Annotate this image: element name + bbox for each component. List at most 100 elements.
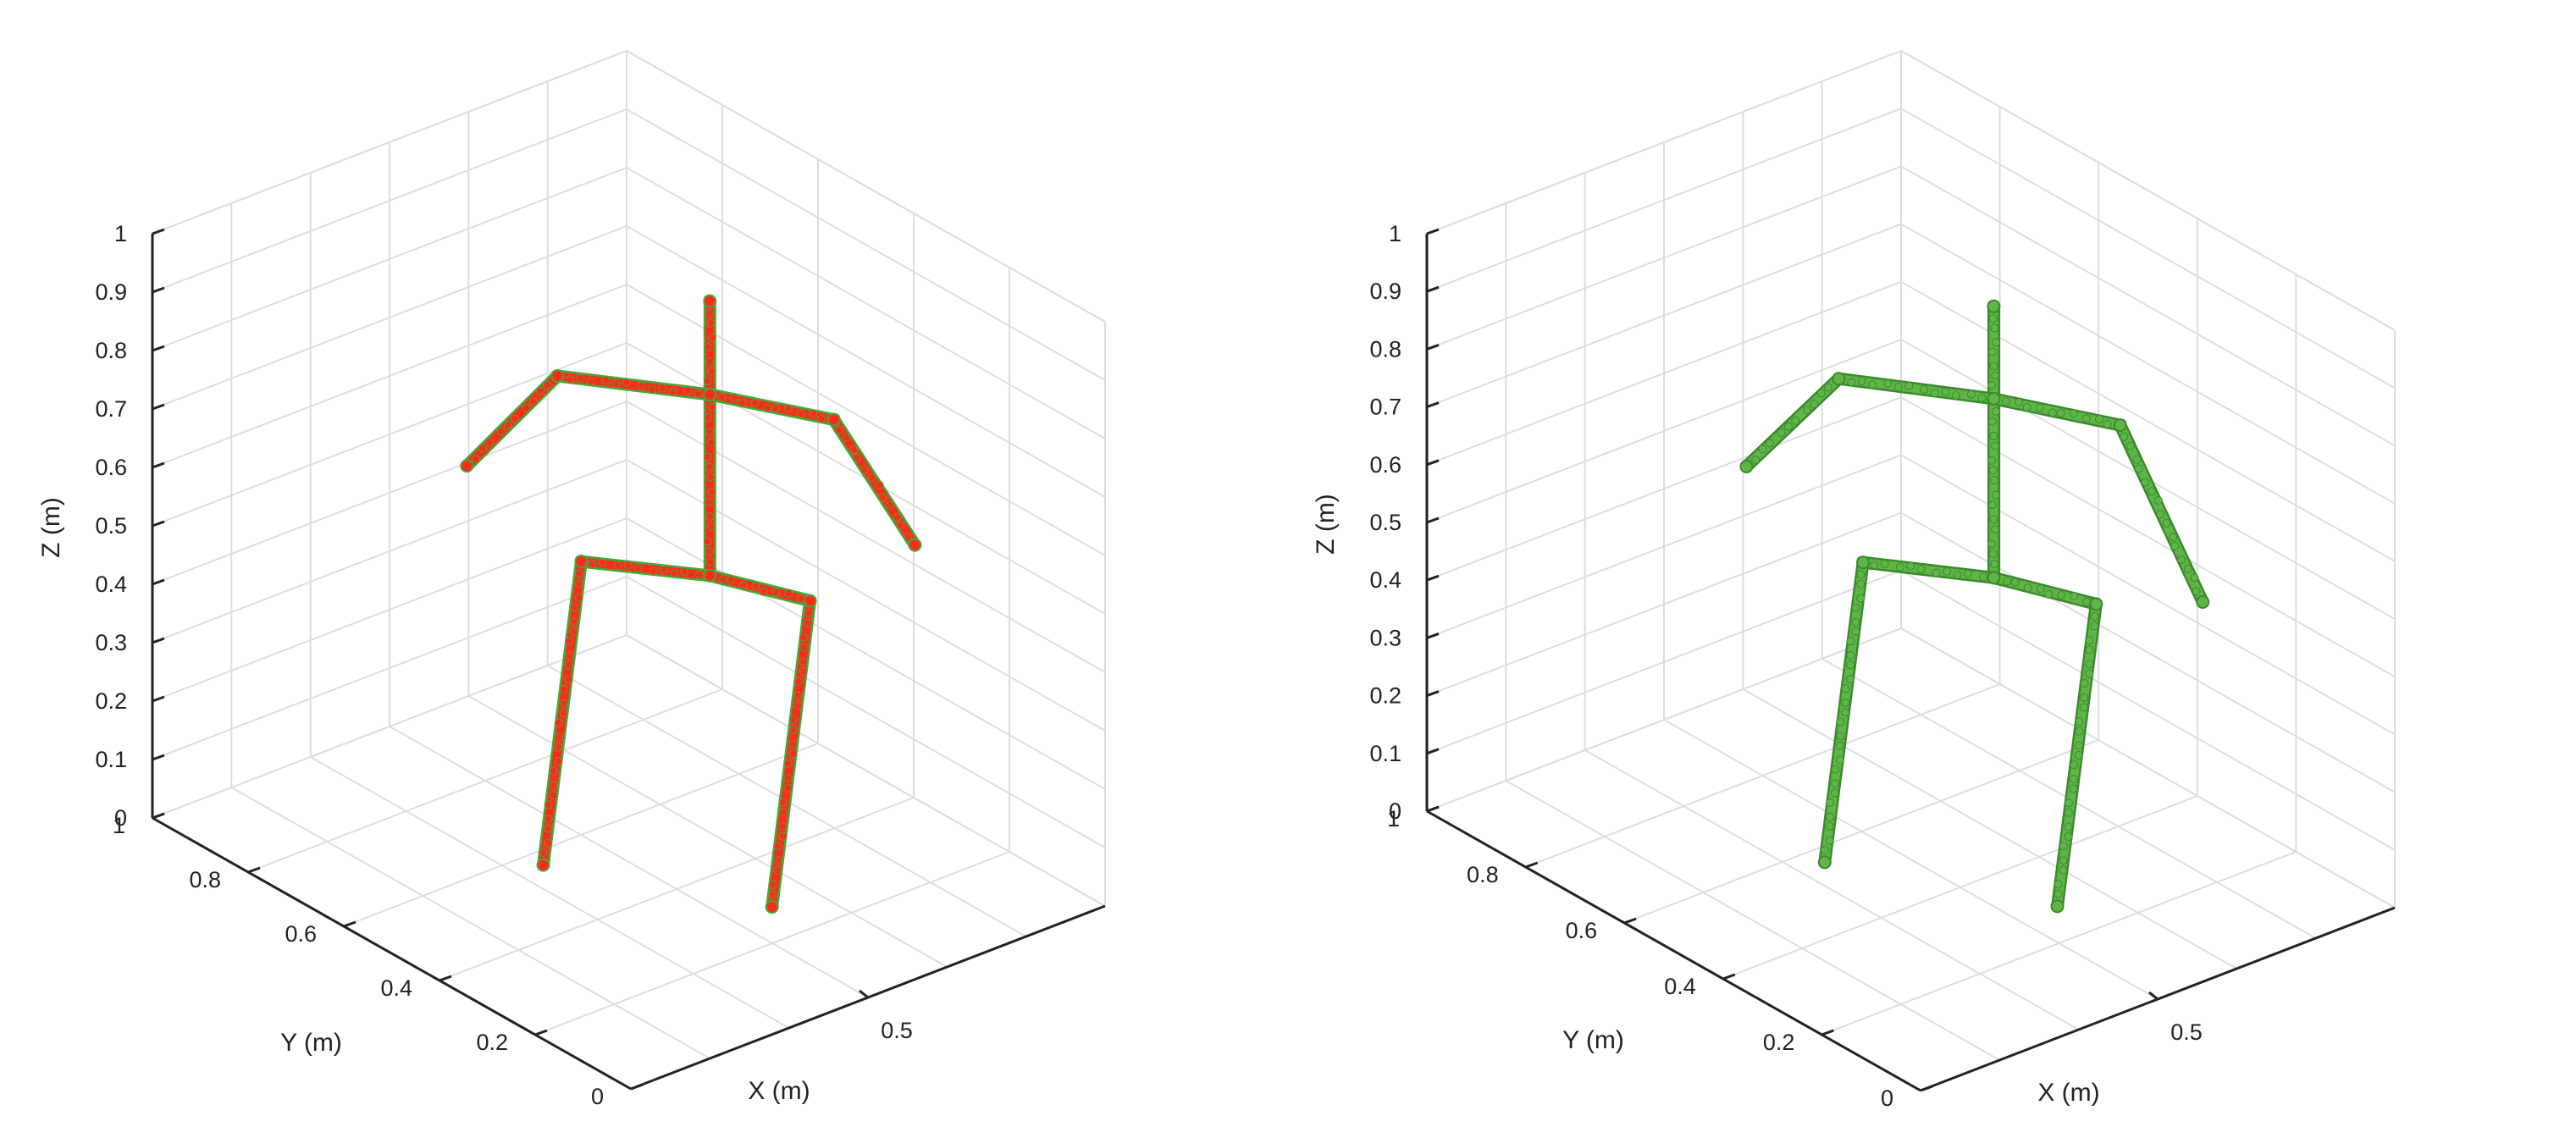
z-tick-label: 0.1 <box>1369 741 1401 766</box>
point-marker <box>544 800 553 809</box>
point-marker <box>852 453 861 462</box>
point-marker <box>1820 845 1829 854</box>
y-tick-label: 0.2 <box>476 1030 508 1055</box>
point-marker <box>705 462 714 472</box>
bone-neck-r_shoulder <box>1987 392 2127 432</box>
point-marker <box>637 381 646 390</box>
point-marker <box>2148 487 2157 496</box>
y-tick <box>630 1083 644 1091</box>
point-marker <box>2132 455 2142 464</box>
point-marker <box>511 414 520 423</box>
point-marker <box>2170 541 2180 550</box>
z-tick <box>152 520 165 528</box>
point-marker <box>1991 406 2000 416</box>
y-tick-label: 0.8 <box>1467 862 1499 887</box>
point-marker <box>1988 550 1998 559</box>
point-marker <box>1987 347 1997 356</box>
point-marker <box>649 566 658 576</box>
point-marker <box>478 444 487 453</box>
point-marker <box>522 403 531 412</box>
point-marker <box>804 618 813 627</box>
point-marker <box>2080 679 2089 688</box>
point-marker <box>705 512 715 522</box>
point-marker <box>1803 406 1812 415</box>
box-edge <box>1900 50 2396 331</box>
grid-line <box>626 225 1106 498</box>
axes: 00.10.20.30.40.50.60.70.80.9100.20.40.60… <box>37 221 1106 1109</box>
z-tick <box>152 578 165 586</box>
point-marker <box>564 675 573 684</box>
z-tick <box>1426 517 1440 524</box>
point-marker <box>705 428 715 437</box>
point-marker <box>860 465 869 474</box>
z-tick-label: 0 <box>114 805 127 831</box>
z-tick <box>152 228 165 235</box>
point-marker <box>1953 570 1962 579</box>
point-marker <box>2015 397 2024 406</box>
y-axis-title: Y (m) <box>1562 1026 1624 1054</box>
point-marker <box>1825 821 1834 831</box>
point-marker <box>564 651 573 660</box>
z-tick-label: 0.5 <box>1369 510 1401 535</box>
point-marker <box>778 831 788 841</box>
point-marker <box>750 398 760 407</box>
point-marker <box>816 414 826 423</box>
point-marker <box>705 309 714 318</box>
point-marker <box>1846 650 1855 660</box>
z-tick-label: 0.6 <box>1369 452 1401 478</box>
point-marker <box>1831 765 1840 774</box>
grid-line <box>1900 627 2396 909</box>
point-marker <box>554 732 563 742</box>
y-axis-title: Y (m) <box>280 1029 342 1057</box>
bone-neck-l_shoulder <box>1832 372 2000 406</box>
point-marker <box>554 757 563 766</box>
z-tick-label: 0.2 <box>1369 683 1401 709</box>
point-marker <box>849 445 859 455</box>
point-marker <box>793 701 803 710</box>
point-marker <box>647 384 656 394</box>
point-marker <box>768 890 777 899</box>
point-marker <box>1841 699 1850 708</box>
point-marker <box>875 480 884 489</box>
grid-line <box>152 108 627 293</box>
point-marker <box>2056 408 2065 417</box>
point-marker <box>704 497 713 506</box>
joint-r_foot <box>765 900 779 914</box>
z-tick <box>1426 343 1440 351</box>
joint-r_shoulder <box>826 412 841 427</box>
point-marker <box>564 660 573 670</box>
point-marker <box>783 783 793 793</box>
point-marker <box>1991 490 2000 500</box>
joint-neck <box>703 388 717 401</box>
point-marker <box>1941 387 1950 396</box>
point-marker <box>1841 684 1850 693</box>
z-tick <box>1426 574 1440 582</box>
bone-pelvis-r_hip <box>703 569 817 608</box>
point-marker <box>670 568 679 577</box>
point-marker <box>2169 533 2178 542</box>
point-marker <box>1816 389 1826 398</box>
z-tick-label: 0.4 <box>1369 567 1401 593</box>
z-tick <box>1426 748 1440 755</box>
y-tick <box>1821 1029 1834 1036</box>
y-tick-label: 0 <box>591 1084 604 1109</box>
point-marker <box>2044 590 2054 599</box>
y-tick-label: 0.8 <box>189 867 221 892</box>
point-marker <box>1856 570 1866 579</box>
point-marker <box>565 375 574 384</box>
point-marker <box>796 409 805 418</box>
grid-line <box>1426 108 1902 293</box>
point-marker <box>2141 478 2150 487</box>
point-marker <box>784 588 793 598</box>
grid-line <box>1900 108 2396 389</box>
grid-line <box>626 517 1106 790</box>
point-marker <box>893 513 902 522</box>
grid-line <box>1426 569 1902 754</box>
x-axis-title: X (m) <box>748 1077 810 1105</box>
point-marker <box>759 587 768 596</box>
point-marker <box>703 376 712 385</box>
point-marker <box>569 603 578 612</box>
point-marker <box>1990 559 1999 568</box>
point-marker <box>543 380 552 389</box>
point-marker <box>2064 808 2073 817</box>
